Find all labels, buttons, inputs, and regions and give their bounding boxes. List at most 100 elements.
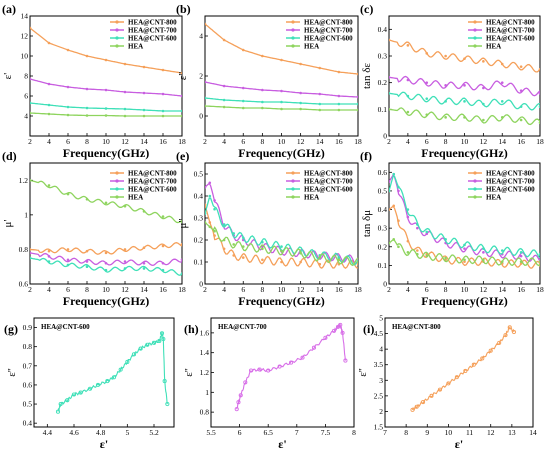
y-axis-label: ε'' (183, 368, 195, 377)
data-point (446, 381, 451, 386)
legend-marker (115, 44, 119, 48)
x-tick-label: 7 (383, 428, 387, 437)
data-point (482, 118, 485, 122)
data-point (47, 249, 51, 253)
x-tick-label: 2 (387, 285, 391, 294)
data-point (159, 331, 165, 336)
x-tick-label: 2 (28, 137, 32, 146)
legend-marker (473, 179, 477, 183)
x-tick-label: 8 (444, 285, 448, 294)
data-point (311, 345, 317, 350)
series-line (30, 179, 182, 224)
x-tick-label: 5.2 (149, 428, 159, 437)
data-point (300, 355, 305, 360)
x-tick-label: 10 (102, 285, 110, 294)
trajectory-line (411, 326, 515, 411)
x-tick-label: 14 (140, 285, 148, 294)
legend-label: HEA@CNT-600 (486, 186, 535, 194)
data-point (165, 402, 170, 407)
data-point (66, 192, 70, 196)
y-tick-label: 0.5 (378, 186, 388, 195)
y-tick-label: 0 (383, 132, 387, 141)
data-point (123, 107, 127, 111)
legend-label: HEA@CNT-800 (128, 19, 177, 27)
x-tick-label: 12 (297, 285, 305, 294)
y-tick-label: 0.4 (378, 25, 388, 34)
x-tick-label: 18 (536, 285, 544, 294)
panel-label: (a) (2, 2, 16, 16)
panel-label: (i) (363, 322, 374, 336)
data-point (429, 393, 434, 398)
data-point (104, 201, 108, 205)
y-tick-label: 12 (21, 32, 29, 41)
legend-marker (473, 44, 477, 48)
series-group (30, 178, 182, 276)
data-point (104, 114, 108, 117)
data-point (356, 108, 358, 112)
legend-label: HEA@CNT-600 (486, 35, 535, 43)
panel-c: (c) 2 4 6 8 10 12 14 16 18 0 0.1 0.2 0.3 0.4 Frequency(… (360, 2, 544, 160)
x-tick-label: 14 (499, 285, 507, 294)
data-point (47, 41, 51, 45)
legend-label: HEA (128, 194, 143, 202)
series-line (205, 204, 358, 270)
series-group (205, 181, 358, 270)
x-tick-label: 6 (238, 428, 242, 437)
x-axis-label: Frequency(GHz) (238, 146, 324, 160)
y-axis-label: ε' (2, 73, 14, 80)
x-tick-label: 8 (444, 137, 448, 146)
y-tick-label: 3.5 (374, 360, 384, 369)
data-point (123, 260, 127, 263)
data-point (425, 81, 429, 84)
data-point (277, 364, 282, 369)
data-point (205, 104, 207, 108)
legend-label: HEA@CNT-700 (486, 178, 535, 186)
data-point (261, 54, 264, 58)
x-tick-label: 8 (352, 428, 356, 437)
x-tick-label: 6 (66, 285, 70, 294)
panel-d: (d) 2 4 6 8 10 12 14 16 18 0.6 0.8 1 1.2 Frequency(GHz… (2, 149, 186, 308)
data-point (406, 251, 410, 254)
data-point (205, 22, 207, 26)
x-tick-label: 16 (159, 285, 167, 294)
x-tick-label: 12 (297, 137, 305, 146)
trajectory-line (57, 331, 168, 412)
data-point (47, 255, 51, 258)
data-point (180, 220, 182, 224)
data-point (241, 99, 245, 103)
data-point (318, 102, 322, 106)
x-tick-label: 12 (121, 285, 129, 294)
legend-marker (115, 28, 119, 32)
data-point (454, 375, 459, 380)
x-tick-label: 6 (425, 285, 429, 294)
data-point (157, 338, 162, 343)
data-point (85, 114, 89, 117)
data-point (30, 178, 32, 182)
legend-label: HEA (128, 43, 143, 51)
x-tick-label: 4.6 (69, 428, 79, 437)
y-axis-label: ε'' (357, 368, 369, 377)
series-line (30, 242, 182, 255)
data-point (323, 335, 328, 340)
data-point (208, 225, 212, 229)
y-tick-label: 0 (199, 112, 203, 121)
data-point (482, 86, 485, 90)
y-tick-label: 5 (379, 314, 383, 323)
x-axis-label: Frequency(GHz) (421, 146, 507, 160)
data-point (78, 390, 83, 395)
data-point (389, 241, 391, 245)
legend-label: HEA (486, 43, 501, 51)
data-point (392, 238, 396, 241)
data-point (66, 105, 70, 109)
data-point (213, 207, 216, 211)
data-point (416, 252, 419, 256)
data-point (337, 258, 341, 262)
data-point (142, 210, 146, 213)
legend-marker (115, 36, 119, 40)
panel-e: (e) 2 4 6 8 10 12 14 16 18 0 0.1 0.2 0.3 0.4 0.5 Frequen… (176, 149, 362, 308)
data-point (55, 409, 61, 414)
x-tick-label: 18 (178, 137, 186, 146)
data-point (299, 101, 302, 105)
data-point (389, 92, 391, 95)
y-tick-label: 0.9 (23, 323, 33, 332)
